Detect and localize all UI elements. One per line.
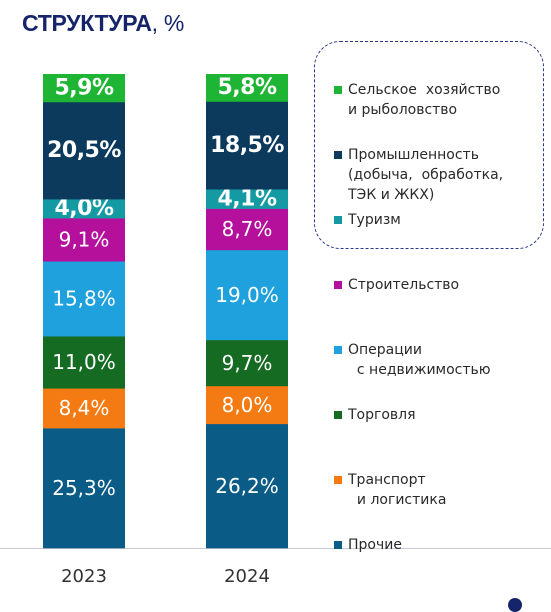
legend-swatch [334,411,342,419]
legend-swatch [334,541,342,549]
bar-segment-2023-7 [43,101,125,200]
data-label-2023-5: 9,1% [59,228,110,252]
data-label-2023-2: 8,4% [59,396,110,420]
bar-segment-2024-1 [206,423,288,549]
data-label-2023-1: 25,3% [52,476,116,500]
data-label-2024-4: 19,0% [215,283,279,307]
data-label-2023-7: 20,5% [47,138,121,163]
legend-swatch [334,346,342,354]
data-label-2023-6: 4,0% [54,196,113,221]
chart-title-unit: , % [151,10,185,36]
bar-segment-2024-5 [206,208,288,251]
x-tick-label-2024: 2024 [224,566,270,587]
chart-title-main: СТРУКТУРА [22,10,152,36]
data-label-2024-1: 26,2% [215,474,279,498]
bar-segment-2024-2 [206,385,288,425]
legend-label: Туризм [348,212,401,228]
legend-label: Торговля [348,407,416,423]
legend-label: Прочие [348,537,402,553]
data-label-2024-3: 9,7% [222,351,273,375]
data-label-2024-2: 8,0% [222,393,273,417]
bar-segment-2024-4 [206,249,288,341]
legend-label: Операции с недвижимостью [348,342,491,378]
chart-title: СТРУКТУРА, % [22,10,184,37]
data-label-2024-6: 4,1% [217,186,276,211]
data-label-2023-3: 11,0% [52,350,116,374]
data-label-2024-7: 18,5% [210,133,284,158]
data-label-2023-4: 15,8% [52,287,116,311]
bar-segment-2023-3 [43,336,125,389]
data-label-2024-8: 5,8% [217,75,276,100]
legend-swatch [334,216,342,224]
legend-swatch [334,151,342,159]
bar-segment-2024-3 [206,339,288,387]
bar-segment-2024-8 [206,74,288,102]
bar-segment-2023-8 [43,74,125,103]
legend-swatch [334,476,342,484]
legend-swatch [334,86,342,94]
bar-segment-2023-6 [43,199,125,219]
legend-label: Промышленность (добыча, обработка, ТЭК и… [348,147,504,203]
legend-label: Строительство [348,277,460,293]
legend-swatch [334,281,342,289]
x-tick-label-2023: 2023 [61,566,107,587]
legend-label: Сельское хозяйство и рыболовство [348,82,501,118]
data-label-2023-8: 5,9% [54,75,113,100]
page-marker-dot [508,598,522,612]
bar-segment-2023-4 [43,261,125,337]
bar-segment-2023-2 [43,388,125,429]
bar-segment-2024-7 [206,101,288,190]
legend-label: Транспорт и логистика [348,472,447,508]
data-label-2024-5: 8,7% [222,217,273,241]
legend-highlight-box [314,41,544,249]
bar-segment-2024-6 [206,189,288,209]
bar-segment-2023-1 [43,428,125,549]
bar-segment-2023-5 [43,218,125,262]
